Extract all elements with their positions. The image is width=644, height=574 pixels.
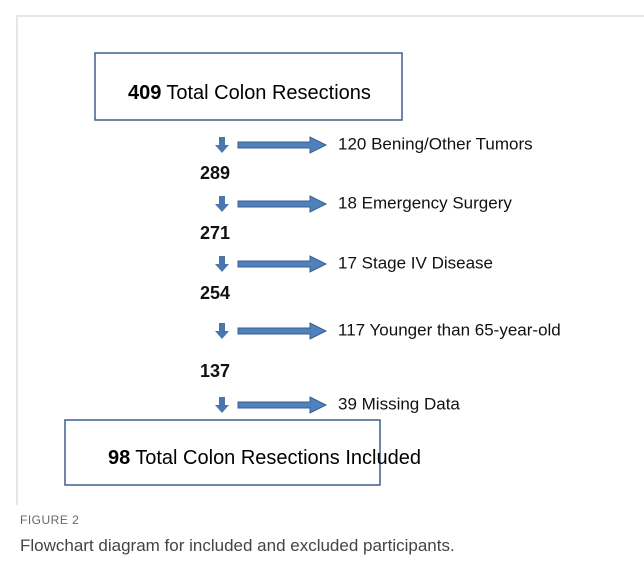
excluded-label: 117 Younger than 65-year-old (338, 320, 561, 339)
excluded-label: 17 Stage IV Disease (338, 253, 493, 272)
excluded-label: 120 Bening/Other Tumors (338, 134, 533, 153)
caption-text: Flowchart diagram for included and exclu… (20, 536, 455, 555)
remaining-count: 289 (200, 163, 230, 183)
flowchart: 409 Total Colon Resections 98 Total Colon … (16, 15, 644, 505)
right-arrow (237, 396, 328, 414)
down-arrow (215, 397, 229, 413)
bottom-box (64, 419, 381, 486)
down-arrow (215, 137, 229, 153)
figure-frame (16, 15, 644, 505)
excluded-label: 39 Missing Data (338, 394, 460, 413)
top-box-text: 409 Total Colon Resections (128, 82, 371, 104)
count: 98 (108, 447, 130, 469)
label: Total Colon Resections (166, 82, 371, 104)
caption-label: FIGURE 2 (20, 513, 80, 527)
remaining-count: 137 (200, 361, 230, 381)
right-arrow (237, 195, 328, 213)
count: 409 (128, 82, 161, 104)
top-box (94, 52, 403, 121)
right-arrow (237, 322, 328, 340)
label: Total Colon Resections Included (135, 447, 421, 469)
excluded-label: 18 Emergency Surgery (338, 193, 512, 212)
down-arrow (215, 256, 229, 272)
right-arrow (237, 255, 328, 273)
bottom-box-text: 98 Total Colon Resections Included (108, 447, 421, 469)
down-arrow (215, 196, 229, 212)
down-arrow (215, 323, 229, 339)
right-arrow (237, 136, 328, 154)
remaining-count: 254 (200, 283, 230, 303)
remaining-count: 271 (200, 223, 230, 243)
